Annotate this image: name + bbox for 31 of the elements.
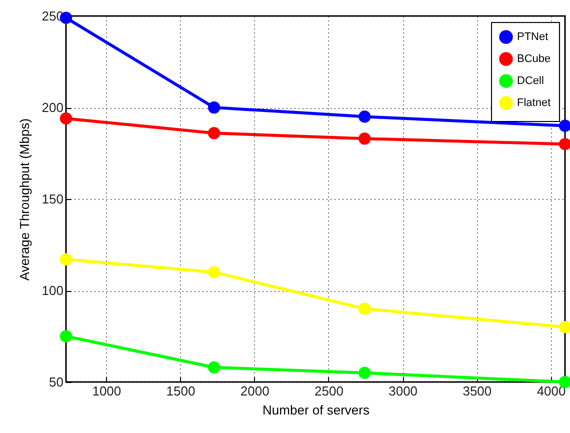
legend-label: PTNet xyxy=(517,31,548,43)
point xyxy=(358,110,371,123)
point xyxy=(208,361,220,374)
point xyxy=(358,132,371,145)
point xyxy=(208,101,220,114)
x-tick-label: 1500 xyxy=(166,384,196,398)
point xyxy=(358,366,371,379)
point xyxy=(358,302,371,315)
point xyxy=(558,320,570,334)
point xyxy=(558,120,570,132)
x-axis-title: Number of servers xyxy=(262,402,370,418)
point xyxy=(208,127,220,140)
x-tick-label: 1000 xyxy=(92,384,122,398)
x-tick-label: 2000 xyxy=(240,384,270,398)
x-tick-label: 3500 xyxy=(462,384,492,398)
x-tick-label: 3000 xyxy=(388,384,418,398)
legend-label: Flatnet xyxy=(517,97,551,109)
y-tick-label: 100 xyxy=(42,283,64,298)
point xyxy=(60,112,72,125)
y-tick-label: 150 xyxy=(42,192,64,206)
point xyxy=(60,253,72,266)
x-tick-label: 4000 xyxy=(536,384,566,398)
y-tick-label: 50 xyxy=(49,374,64,390)
y-tick-label: 200 xyxy=(42,100,64,115)
point xyxy=(558,138,570,150)
x-tick-label: 2500 xyxy=(314,384,344,398)
legend-label: DCell xyxy=(517,75,544,87)
point xyxy=(60,330,72,342)
legend-label: BCube xyxy=(517,53,551,65)
y-axis-title: Average Throughput (Mbps) xyxy=(16,118,32,281)
point xyxy=(208,266,220,278)
